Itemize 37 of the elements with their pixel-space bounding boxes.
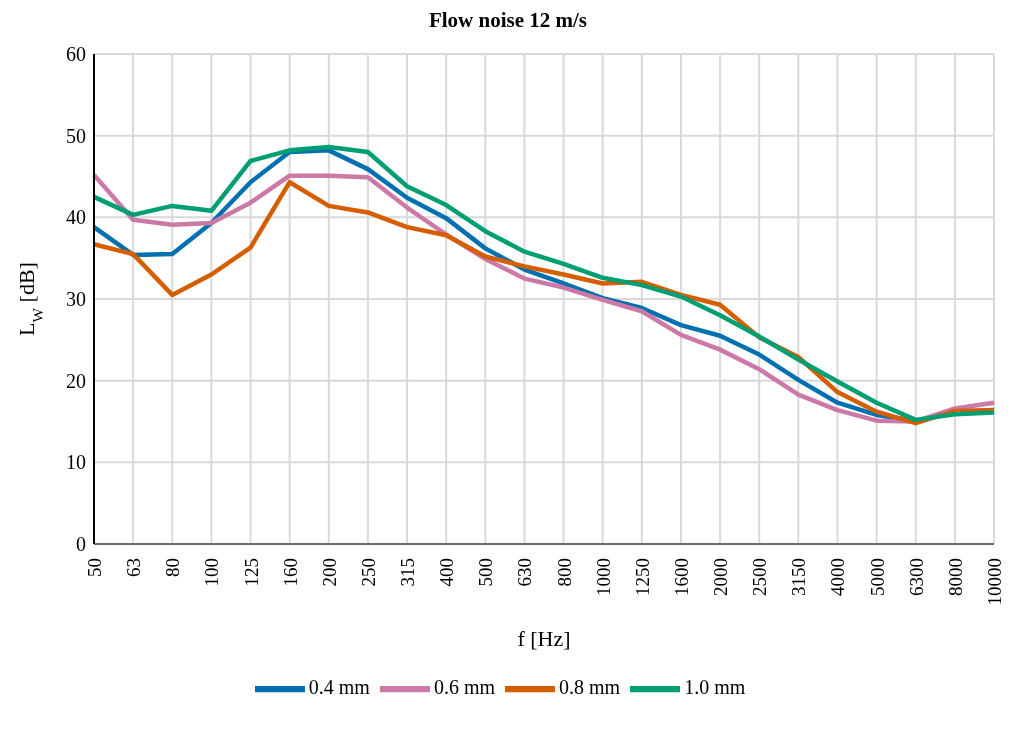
x-tick-label: 50 — [84, 558, 105, 577]
legend-label: 1.0 mm — [684, 675, 746, 698]
x-tick-label: 125 — [240, 558, 262, 587]
x-tick-label: 4000 — [827, 558, 849, 596]
x-tick-label: 10000 — [984, 558, 1005, 606]
x-tick-label: 100 — [201, 558, 223, 587]
x-tick-label: 80 — [162, 558, 184, 577]
x-axis-title: f [Hz] — [517, 626, 571, 651]
y-tick-label: 10 — [66, 451, 86, 474]
x-tick-label: 315 — [397, 558, 419, 587]
x-tick-label: 5000 — [866, 558, 888, 596]
x-tick-label: 500 — [475, 558, 497, 587]
x-tick-label: 1600 — [670, 558, 692, 596]
y-tick-label: 0 — [76, 533, 86, 556]
x-tick-label: 800 — [553, 558, 575, 587]
x-tick-label: 2000 — [710, 558, 732, 596]
x-tick-label: 250 — [357, 558, 379, 587]
x-tick-label: 8000 — [944, 558, 966, 596]
x-tick-label: 200 — [318, 558, 340, 587]
y-tick-label: 20 — [66, 369, 86, 392]
legend-label: 0.6 mm — [433, 675, 495, 698]
y-tick-label: 50 — [66, 124, 86, 147]
y-tick-label: 60 — [66, 43, 86, 66]
legend-label: 0.4 mm — [308, 675, 370, 698]
x-tick-label: 3150 — [788, 558, 810, 596]
chart-title: Flow noise 12 m/s — [427, 8, 589, 34]
legend-label: 0.8 mm — [559, 675, 621, 698]
x-tick-label: 630 — [514, 558, 536, 587]
x-tick-label: 2500 — [749, 558, 771, 596]
x-tick-label: 400 — [436, 558, 458, 587]
x-tick-label: 63 — [123, 558, 145, 577]
x-tick-label: 1000 — [592, 558, 614, 596]
y-tick-label: 40 — [66, 206, 86, 229]
y-tick-label: 30 — [66, 288, 86, 311]
x-tick-label: 6300 — [905, 558, 927, 596]
x-tick-label: 1250 — [631, 558, 653, 596]
x-tick-label: 160 — [279, 558, 301, 587]
